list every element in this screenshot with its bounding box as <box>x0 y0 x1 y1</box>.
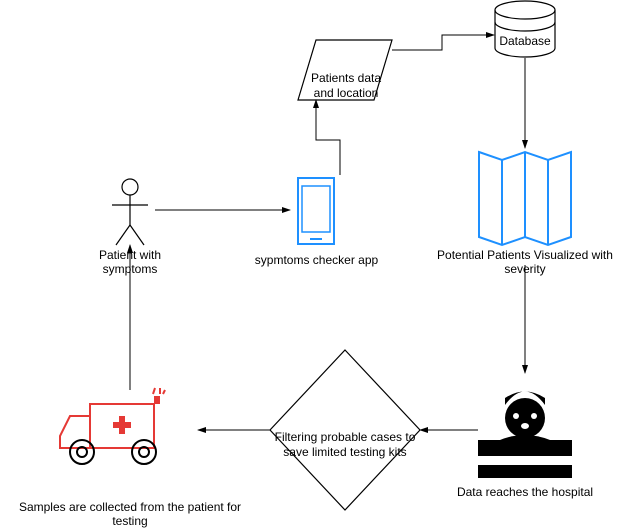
ambulance-icon <box>60 388 165 464</box>
hospital-icon <box>478 382 572 479</box>
database-icon <box>495 1 555 57</box>
patient-label: Patient with symptoms <box>70 248 190 277</box>
hospital-label: Data reaches the hospital <box>450 485 600 499</box>
map-icon <box>479 152 571 245</box>
database-label: Database <box>498 34 552 48</box>
ambulance-label: Samples are collected from the patient f… <box>0 500 260 529</box>
data-label: Patients dataand location <box>300 57 392 100</box>
patient-icon <box>112 179 148 245</box>
map-label: Potential Patients Visualized with sever… <box>415 248 635 277</box>
phone-icon <box>298 178 334 244</box>
filter-label: Filtering probable cases tosave limited … <box>270 416 420 459</box>
app-label: sypmtoms checker app <box>254 253 379 267</box>
